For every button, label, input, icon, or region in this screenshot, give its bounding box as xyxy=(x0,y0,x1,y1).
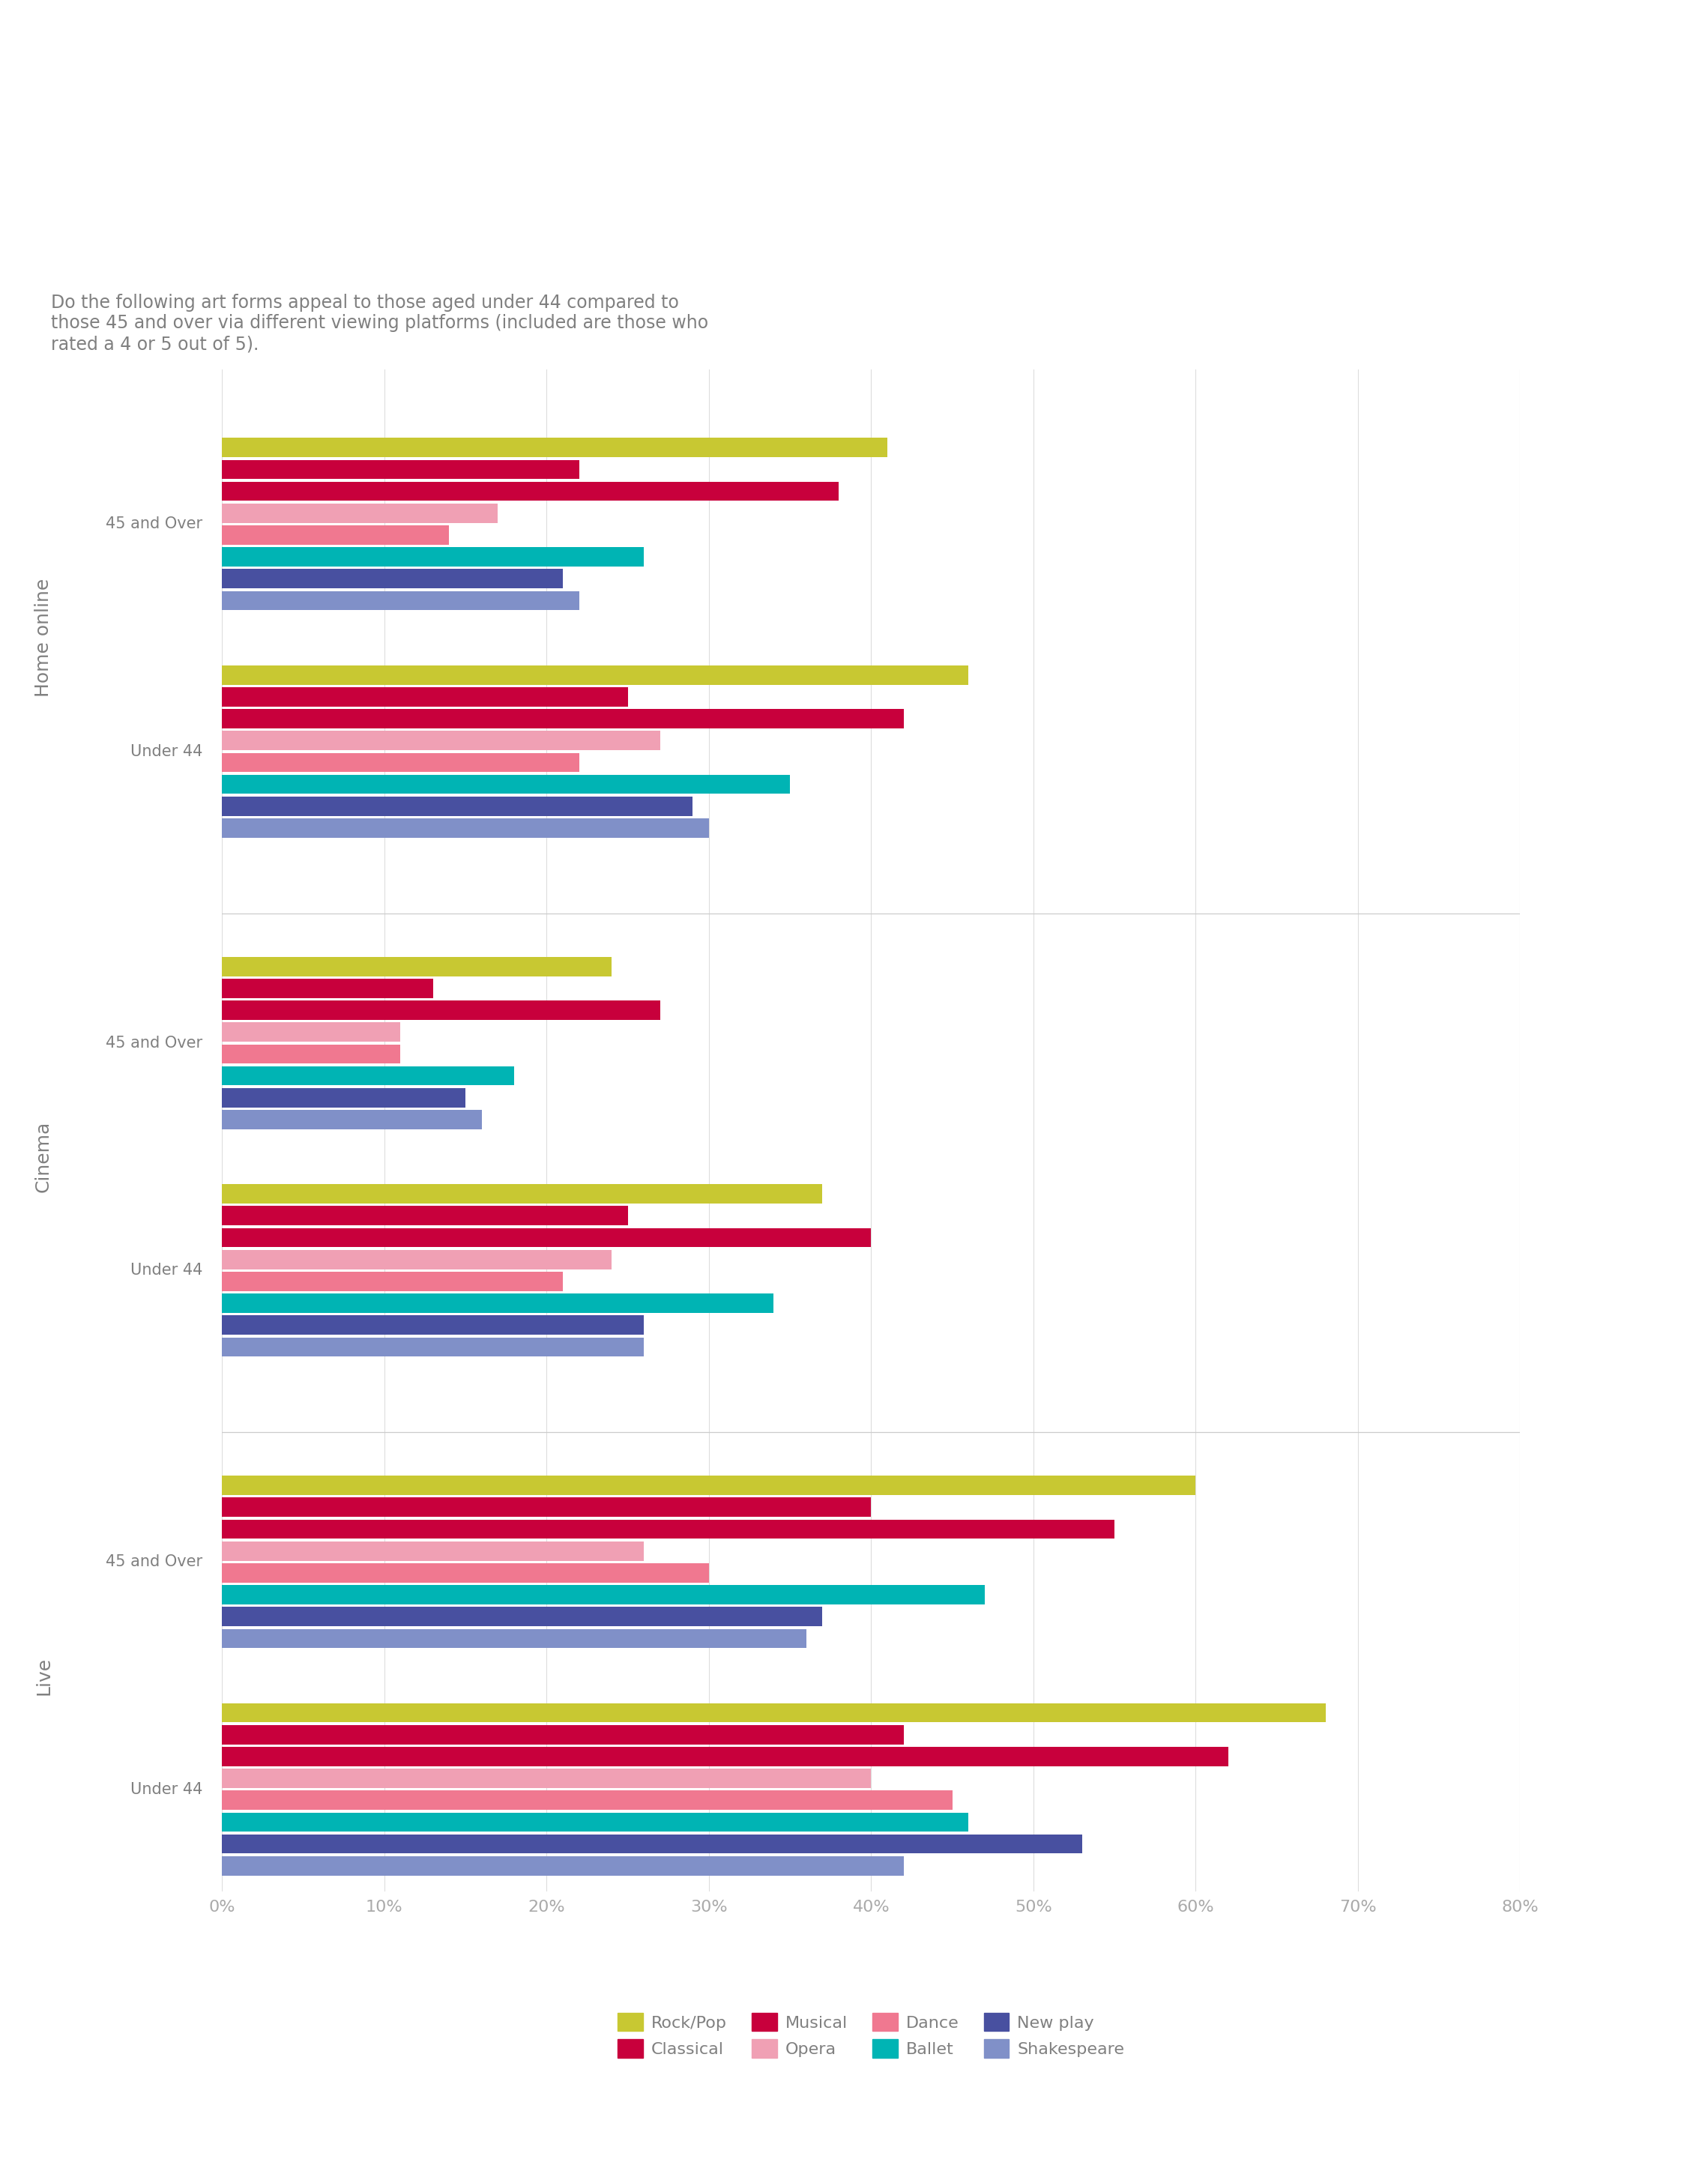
Bar xyxy=(222,1207,629,1226)
Bar xyxy=(222,1813,968,1833)
Bar xyxy=(222,1065,514,1085)
Bar xyxy=(222,1563,709,1583)
Bar xyxy=(222,1315,644,1335)
Bar xyxy=(222,1835,1083,1854)
Text: Live: Live xyxy=(34,1657,53,1696)
Bar xyxy=(222,591,579,611)
Bar xyxy=(222,752,579,772)
Bar xyxy=(222,1498,871,1517)
Text: Home online: Home online xyxy=(34,578,53,698)
Bar xyxy=(222,1748,1228,1765)
Bar xyxy=(222,1111,482,1128)
Bar xyxy=(222,796,693,815)
Bar xyxy=(222,1228,871,1248)
Bar xyxy=(222,1022,401,1041)
Bar xyxy=(222,1628,806,1648)
Bar xyxy=(222,1337,644,1357)
Bar xyxy=(222,483,839,500)
Bar xyxy=(222,709,904,728)
Text: Cinema: Cinema xyxy=(34,1122,53,1191)
Bar xyxy=(222,1770,871,1787)
Bar xyxy=(222,461,579,478)
Bar xyxy=(222,570,562,589)
Bar xyxy=(222,1724,904,1744)
Bar xyxy=(222,665,968,685)
Bar xyxy=(222,1541,644,1561)
Bar xyxy=(222,1857,904,1876)
Bar xyxy=(222,1791,953,1811)
Bar xyxy=(222,978,434,998)
Legend: Rock/Pop, Classical, Musical, Opera, Dance, Ballet, New play, Shakespeare: Rock/Pop, Classical, Musical, Opera, Dan… xyxy=(611,2007,1131,2063)
Text: Under 44: Under 44 xyxy=(130,1783,203,1798)
Bar xyxy=(222,1250,611,1270)
Text: Do the following art forms appeal to those aged under 44 compared to
those 45 an: Do the following art forms appeal to tho… xyxy=(51,293,709,352)
Bar xyxy=(222,1520,1115,1539)
Bar xyxy=(222,1702,1325,1722)
Bar xyxy=(222,817,709,837)
Bar xyxy=(222,526,449,546)
Bar xyxy=(222,1272,562,1291)
Bar xyxy=(222,1044,401,1063)
Bar xyxy=(222,687,629,707)
Bar xyxy=(222,1000,659,1020)
Bar xyxy=(222,437,888,457)
Bar xyxy=(222,504,499,522)
Bar xyxy=(222,1476,1196,1496)
Bar xyxy=(222,548,644,567)
Bar xyxy=(222,730,659,750)
Text: Under 44: Under 44 xyxy=(130,744,203,759)
Text: 45 and Over: 45 and Over xyxy=(106,517,203,533)
Bar xyxy=(222,774,789,794)
Bar xyxy=(222,1185,823,1204)
Text: 45 and Over: 45 and Over xyxy=(106,1035,203,1050)
Bar xyxy=(222,1294,774,1313)
Text: Under 44: Under 44 xyxy=(130,1263,203,1278)
Bar xyxy=(222,1087,465,1107)
Bar xyxy=(222,1585,984,1604)
Text: 45 and Over: 45 and Over xyxy=(106,1554,203,1570)
Bar xyxy=(222,957,611,976)
Bar xyxy=(222,1607,823,1626)
